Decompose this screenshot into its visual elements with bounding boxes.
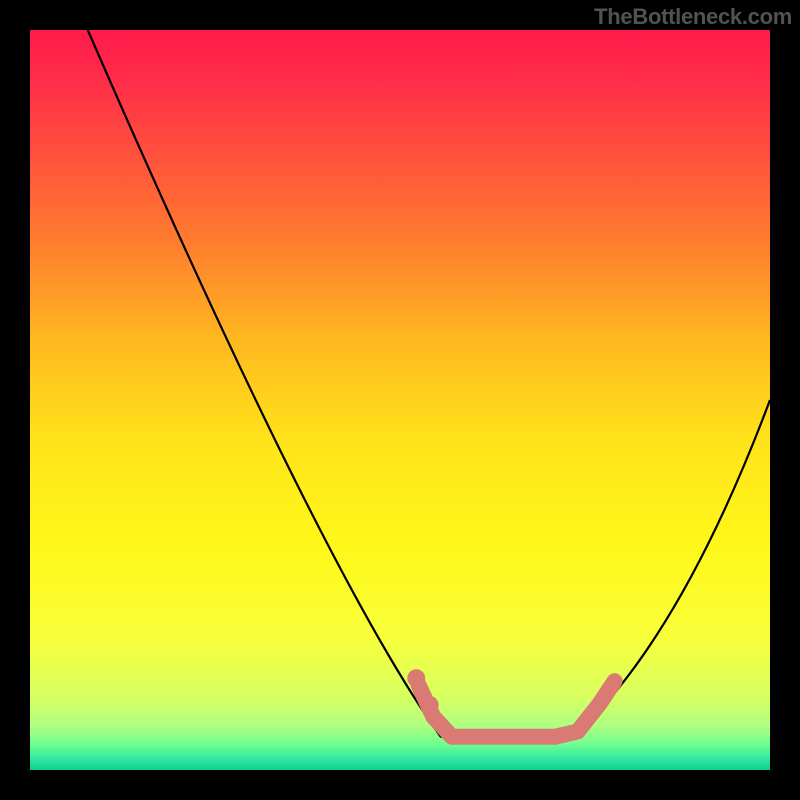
highlight-dot [421,696,439,714]
gradient-background [30,30,770,770]
watermark-text: TheBottleneck.com [594,4,792,30]
chart-container: TheBottleneck.com [0,0,800,800]
bottleneck-chart [0,0,800,800]
highlight-dot [407,669,425,687]
